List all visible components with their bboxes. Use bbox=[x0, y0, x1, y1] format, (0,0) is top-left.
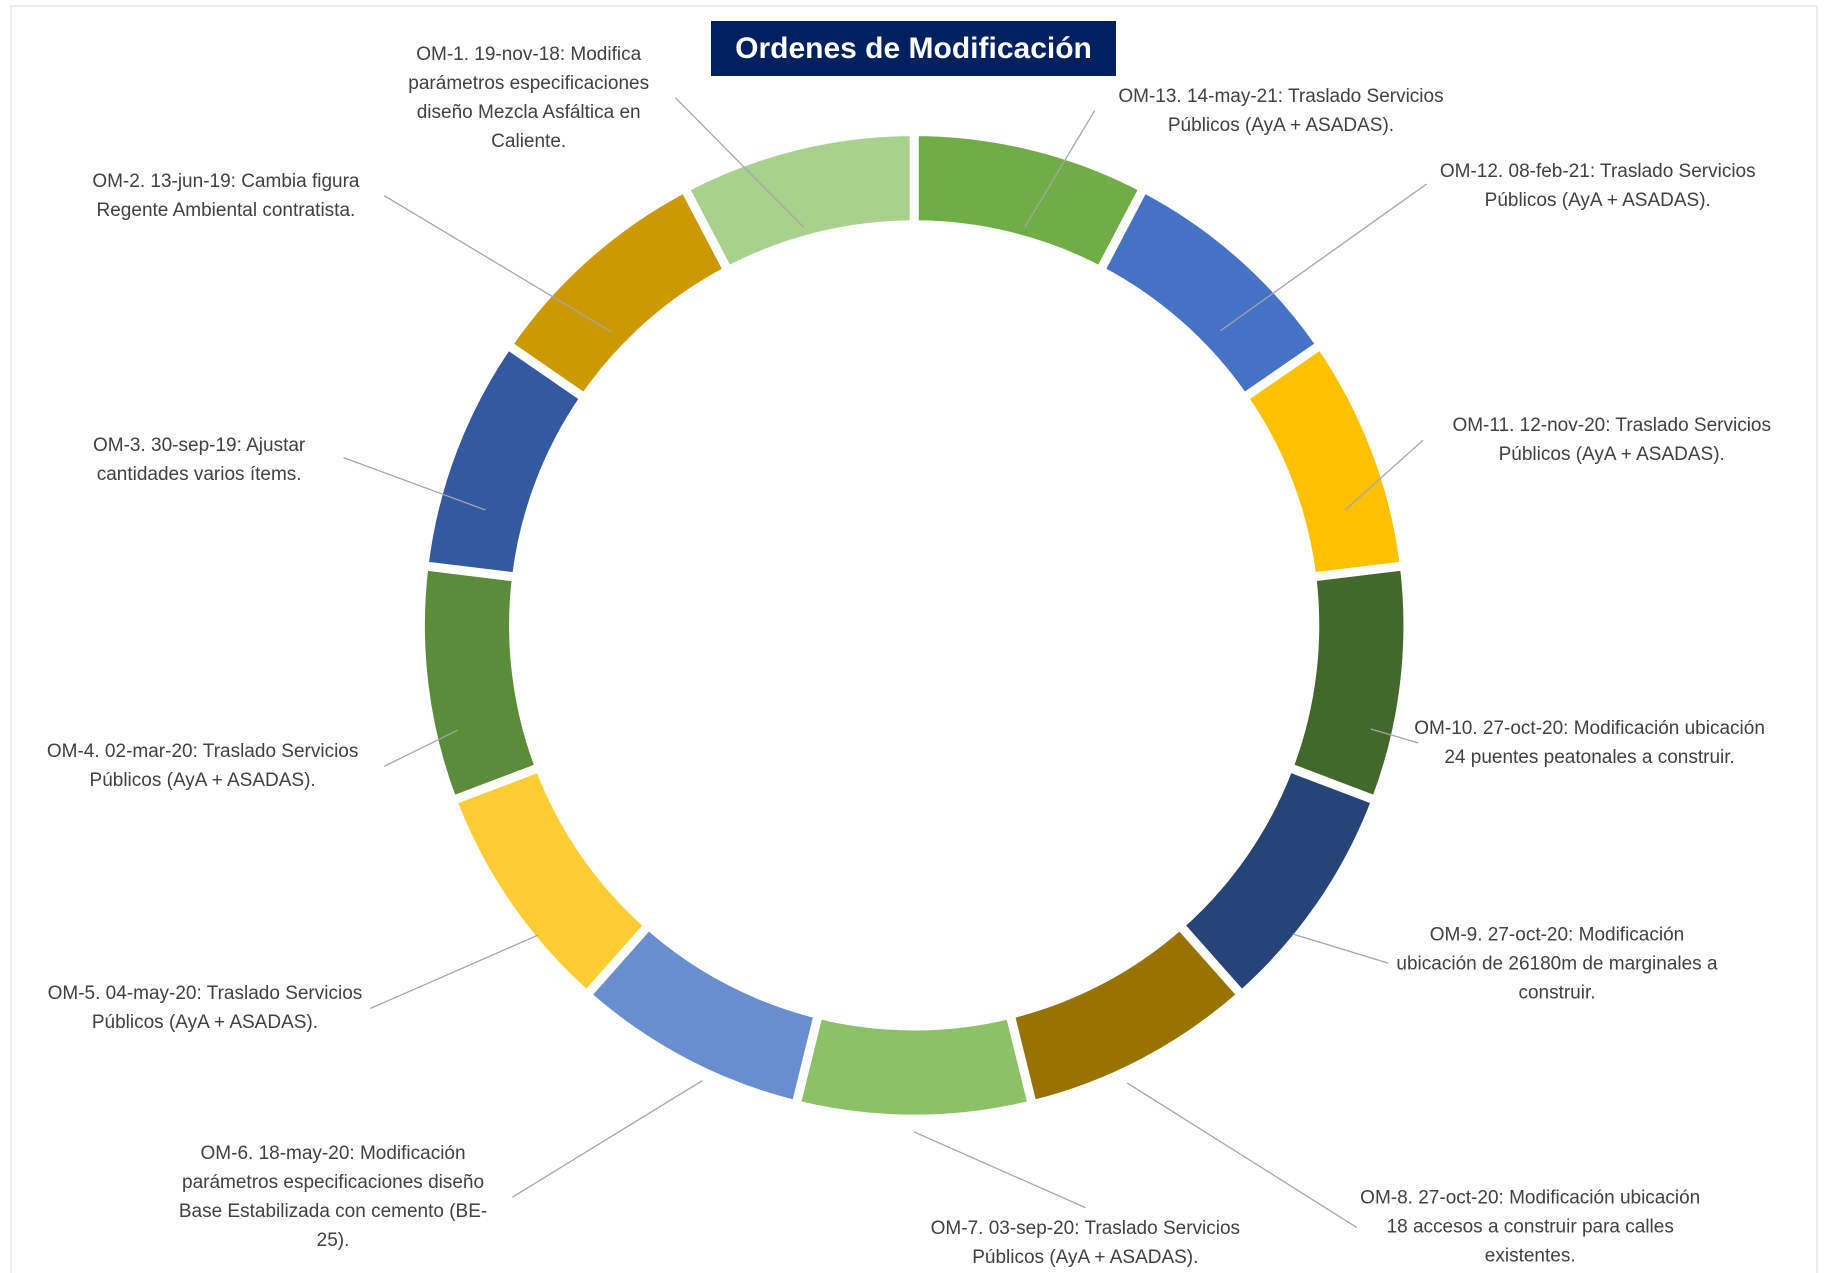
donut-segment bbox=[790, 1008, 1038, 1124]
leader-line bbox=[383, 195, 612, 333]
leader-line bbox=[1220, 183, 1427, 332]
donut-segment bbox=[415, 560, 546, 807]
data-label: OM-6. 18-may-20: Modificación parámetros… bbox=[178, 1143, 488, 1252]
leader-line bbox=[370, 934, 539, 1010]
data-label: OM-13. 14-may-21: Traslado Servicios Púb… bbox=[1118, 85, 1444, 136]
leader-line bbox=[1024, 110, 1096, 228]
leader-line bbox=[1344, 439, 1424, 511]
data-label: OM-5. 04-may-20: Traslado Servicios Públ… bbox=[47, 983, 363, 1034]
donut-segment bbox=[1237, 338, 1410, 583]
donut-segment bbox=[1004, 918, 1248, 1111]
donut-segment bbox=[446, 761, 655, 1002]
data-label: OM-9. 27-oct-20: Modificación ubicación … bbox=[1396, 924, 1718, 1004]
leader-line bbox=[384, 729, 458, 767]
data-label: OM-10. 27-oct-20: Modificación ubicación… bbox=[1414, 717, 1765, 768]
data-label: OM-2. 13-jun-19: Cambia figura Regente A… bbox=[92, 170, 360, 221]
donut-segment bbox=[678, 127, 919, 277]
leader-line bbox=[343, 457, 486, 511]
data-label: OM-1. 19-nov-18: Modifica parámetros esp… bbox=[408, 43, 650, 152]
frame bbox=[10, 5, 1818, 1273]
leader-line bbox=[512, 1080, 703, 1198]
data-label: OM-11. 12-nov-20: Traslado Servicios Púb… bbox=[1452, 415, 1771, 466]
donut-segment bbox=[501, 182, 735, 405]
chart-title: Ordenes de Modificación bbox=[711, 21, 1116, 76]
leader-line bbox=[1292, 933, 1389, 964]
leader-line bbox=[913, 1131, 1086, 1209]
data-label: OM-4. 02-mar-20: Traslado Servicios Públ… bbox=[46, 741, 359, 792]
leader-line bbox=[674, 97, 804, 228]
data-label: OM-8. 27-oct-20: Modificación ubicación … bbox=[1360, 1187, 1701, 1267]
data-label: OM-7. 03-sep-20: Traslado Servicios Públ… bbox=[930, 1217, 1241, 1268]
data-label: OM-3. 30-sep-19: Ajustar cantidades vari… bbox=[92, 434, 306, 485]
data-label: OM-12. 08-feb-21: Traslado Servicios Púb… bbox=[1439, 161, 1756, 212]
leader-line bbox=[1370, 728, 1419, 744]
leader-line bbox=[1126, 1082, 1358, 1228]
donut-segment bbox=[1282, 560, 1413, 807]
